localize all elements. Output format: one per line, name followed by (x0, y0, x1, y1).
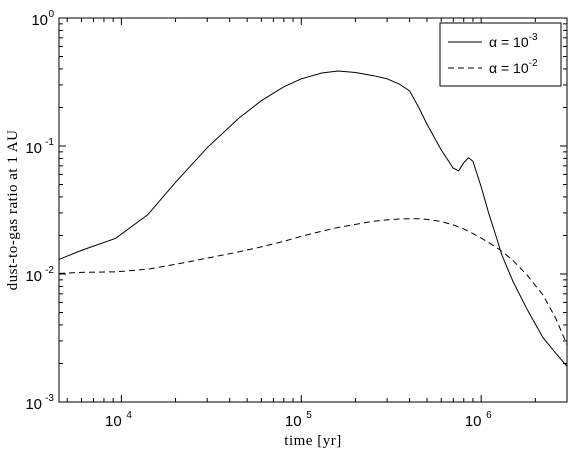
y-tick-label-exponent: -2 (45, 265, 54, 276)
legend-box (439, 22, 562, 87)
x-tick-label-exponent: 5 (306, 410, 312, 421)
legend: α = 10-3 α = 10-2 (439, 22, 562, 87)
x-tick-label-exponent: 6 (486, 410, 492, 421)
legend-entry-1: α = 10-3 (489, 32, 538, 50)
x-axis-label: time [yr] (284, 433, 341, 449)
legend-entry-1-prefix: α = 10 (489, 34, 529, 50)
y-tick-label-exponent: 0 (48, 9, 54, 20)
legend-entry-2-exponent: -2 (529, 58, 538, 69)
y-axis-label: dust-to-gas ratio at 1 AU (5, 130, 21, 291)
legend-entry-2: α = 10-2 (489, 58, 538, 76)
legend-entry-1-exponent: -3 (529, 32, 538, 43)
series-line-solid (58, 70, 568, 367)
plot-area (58, 70, 568, 367)
series-line-dashed (58, 218, 568, 345)
x-tick-label: 10 (465, 413, 482, 430)
y-tick-label-exponent: -1 (45, 137, 54, 148)
y-tick-label: 10 (25, 268, 42, 285)
y-tick-label-exponent: -3 (45, 393, 54, 404)
x-tick-label: 10 (285, 413, 302, 430)
x-tick-label-exponent: 4 (126, 410, 132, 421)
x-tick-label: 10 (105, 413, 122, 430)
plot-frame (58, 17, 568, 403)
legend-entry-2-prefix: α = 10 (489, 60, 529, 76)
y-tick-label: 10 (25, 140, 42, 157)
y-tick-label: 10 (25, 396, 42, 413)
y-tick-label: 10 (31, 12, 48, 29)
